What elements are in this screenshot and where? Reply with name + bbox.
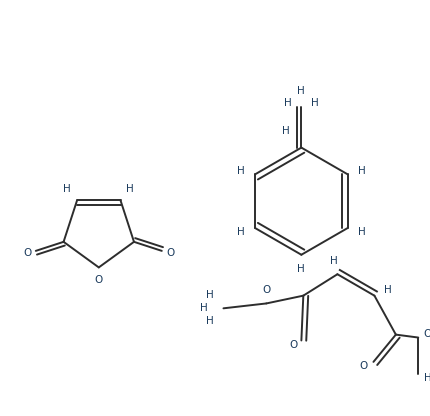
Text: O: O	[95, 275, 103, 285]
Text: O: O	[289, 340, 297, 350]
Text: H: H	[237, 227, 245, 237]
Text: H: H	[357, 227, 365, 237]
Text: H: H	[297, 86, 304, 96]
Text: H: H	[310, 98, 318, 108]
Text: H: H	[206, 316, 213, 326]
Text: H: H	[237, 166, 245, 176]
Text: H: H	[383, 285, 391, 295]
Text: H: H	[63, 184, 71, 194]
Text: H: H	[281, 126, 289, 136]
Text: H: H	[329, 255, 337, 265]
Text: H: H	[206, 290, 213, 300]
Text: H: H	[283, 98, 291, 108]
Text: H: H	[200, 303, 207, 313]
Text: H: H	[297, 264, 304, 275]
Text: O: O	[423, 329, 430, 339]
Text: O: O	[166, 248, 174, 258]
Text: O: O	[261, 285, 270, 295]
Text: H: H	[126, 184, 134, 194]
Text: O: O	[23, 248, 31, 258]
Text: O: O	[359, 361, 367, 371]
Text: H: H	[357, 166, 365, 176]
Text: H: H	[423, 374, 430, 384]
